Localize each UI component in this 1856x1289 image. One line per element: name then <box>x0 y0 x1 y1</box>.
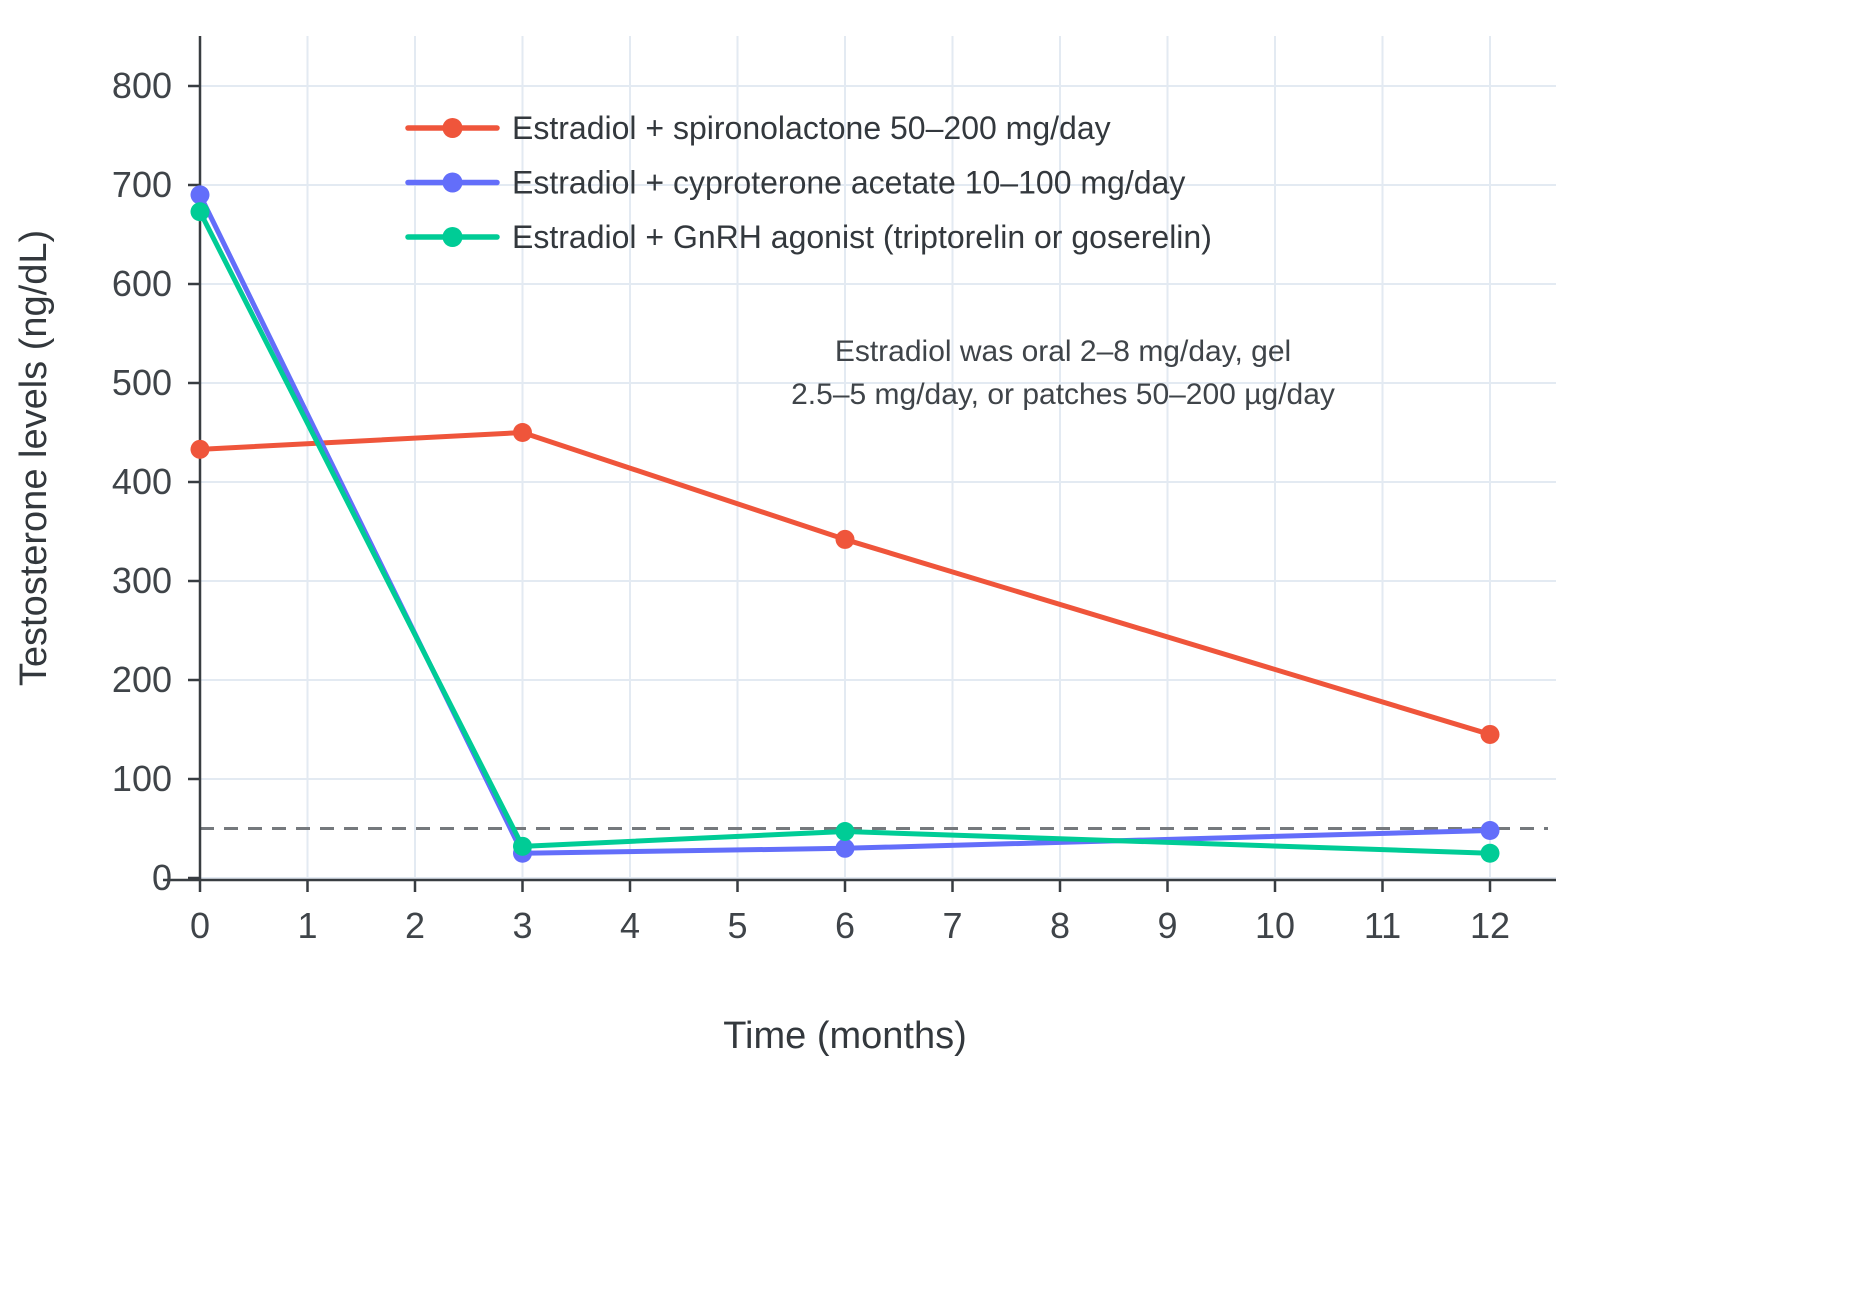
data-point-marker <box>835 821 855 841</box>
grid-lines <box>199 36 1556 880</box>
y-tick-label: 700 <box>112 164 172 205</box>
y-tick-label: 400 <box>112 461 172 502</box>
annotation-line-1: Estradiol was oral 2–8 mg/day, gel <box>835 335 1291 368</box>
x-tick-label: 11 <box>1364 905 1401 946</box>
x-tick-label: 9 <box>1157 905 1177 946</box>
legend: Estradiol + spironolactone 50–200 mg/day… <box>405 110 1212 255</box>
series-1 <box>190 423 1500 744</box>
legend-item-label: Estradiol + cyproterone acetate 10–100 m… <box>512 165 1185 201</box>
x-tick-label: 3 <box>512 905 532 946</box>
x-tick-label: 2 <box>405 905 425 946</box>
data-point-marker <box>513 836 532 856</box>
series-3 <box>190 202 1500 863</box>
legend-swatch-marker <box>442 227 463 247</box>
x-axis-title: Time (months) <box>723 1015 967 1057</box>
x-tick-label: 8 <box>1050 905 1070 946</box>
legend-swatch-marker <box>442 118 463 138</box>
data-point-marker <box>835 529 855 549</box>
data-point-marker <box>513 423 532 442</box>
y-tick-label: 500 <box>112 362 172 403</box>
y-tick-label: 0 <box>152 857 172 898</box>
x-tick-label: 1 <box>297 905 317 946</box>
legend-item: Estradiol + cyproterone acetate 10–100 m… <box>405 165 1185 201</box>
y-tick-label: 600 <box>112 263 172 304</box>
series-line <box>197 430 1493 737</box>
legend-item: Estradiol + GnRH agonist (triptorelin or… <box>405 219 1212 255</box>
data-point-marker <box>190 439 210 459</box>
data-point-marker <box>1480 843 1500 863</box>
legend-item-label: Estradiol + spironolactone 50–200 mg/day <box>512 110 1111 146</box>
x-tick-label: 10 <box>1255 905 1295 946</box>
x-tick-label: 4 <box>620 905 640 946</box>
annotation-line-2: 2.5–5 mg/day, or patches 50–200 µg/day <box>791 378 1335 411</box>
data-series-layer <box>190 185 1500 863</box>
data-point-marker <box>835 838 855 858</box>
x-tick-label: 6 <box>835 905 855 946</box>
data-point-marker <box>1480 724 1500 744</box>
x-tick-label: 12 <box>1470 905 1510 946</box>
x-tick-label: 5 <box>727 905 747 946</box>
legend-item-label: Estradiol + GnRH agonist (triptorelin or… <box>512 219 1212 255</box>
y-tick-label: 200 <box>112 659 172 700</box>
y-tick-label: 300 <box>112 560 172 601</box>
x-tick-label: 0 <box>190 905 210 946</box>
data-point-marker <box>1480 820 1500 840</box>
y-axis-title: Testosterone levels (ng/dL) <box>13 230 55 686</box>
data-point-marker <box>190 202 210 222</box>
legend-swatch-marker <box>442 172 463 193</box>
legend-item: Estradiol + spironolactone 50–200 mg/day <box>405 110 1111 146</box>
x-tick-label: 7 <box>942 905 962 946</box>
y-tick-label: 800 <box>112 65 172 106</box>
y-tick-label: 100 <box>112 758 172 799</box>
data-point-marker <box>190 185 210 205</box>
series-line <box>197 209 1493 856</box>
